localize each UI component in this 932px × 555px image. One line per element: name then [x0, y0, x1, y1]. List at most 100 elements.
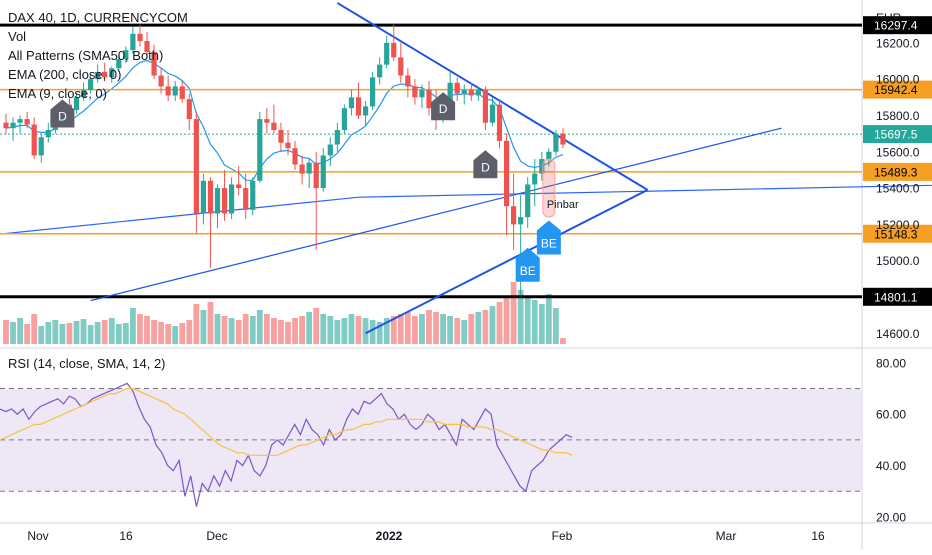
candle-body	[348, 97, 355, 109]
candle-body	[398, 57, 404, 76]
pattern-label: BE	[541, 237, 557, 251]
candle-body	[355, 97, 362, 116]
volume-bar	[24, 324, 31, 344]
volume-bar	[31, 314, 38, 344]
candle-body	[370, 77, 376, 107]
volume-bar	[369, 320, 376, 344]
volume-bar	[228, 318, 235, 344]
volume-bar	[66, 323, 73, 344]
candle-body	[243, 188, 249, 210]
indicator-volume[interactable]: Vol	[8, 29, 27, 44]
volume-bar	[348, 314, 355, 344]
candle-body	[144, 41, 150, 52]
volume-bar	[285, 322, 291, 344]
level-label-bg	[863, 287, 932, 306]
candle-body	[123, 50, 129, 60]
volume-bar	[271, 318, 277, 344]
time-tick: 2022	[376, 529, 403, 543]
indicator-ema200[interactable]: EMA (200, close, 0)	[8, 67, 122, 82]
level-label: 15489.3	[874, 165, 918, 179]
volume-bar	[73, 321, 80, 344]
candle-body	[454, 82, 460, 94]
candle-body	[503, 140, 510, 207]
time-tick: Mar	[716, 529, 737, 543]
candle-body	[447, 82, 453, 101]
candle-body	[73, 97, 80, 111]
volume-bar	[144, 316, 150, 344]
main-legend: DAX 40, 1D, CURRENCYCOM Vol All Patterns…	[8, 8, 188, 103]
price-tick: 15600.0	[876, 145, 920, 159]
candle-body	[560, 133, 566, 145]
candle-body	[426, 90, 432, 109]
level-label-bg	[863, 16, 932, 35]
candle-body	[511, 206, 517, 225]
volume-bar	[489, 306, 496, 344]
candle-body	[236, 184, 242, 189]
candle-body	[45, 129, 51, 138]
rsi-tick: 40.00	[876, 459, 906, 473]
rsi-line	[0, 382, 573, 507]
candle-body	[496, 104, 503, 141]
level-label-bg	[863, 162, 932, 181]
candle-body	[151, 51, 157, 76]
volume-bar	[390, 316, 397, 344]
candle-body	[299, 164, 305, 174]
candle-body	[17, 119, 23, 123]
rsi-tick: 20.00	[876, 510, 906, 524]
indicator-patterns[interactable]: All Patterns (SMA50, Both)	[8, 48, 164, 63]
candle-body	[532, 173, 538, 185]
price-tick: 15200.0	[876, 218, 920, 232]
time-tick: Nov	[27, 529, 48, 543]
candle-body	[88, 79, 94, 91]
volume-bar	[560, 338, 566, 344]
lower-trendline	[365, 188, 649, 335]
volume-bar	[334, 320, 341, 344]
candle-body	[313, 162, 319, 189]
candle-body	[327, 144, 333, 156]
rising-trendline	[90, 127, 782, 302]
candle-body	[3, 122, 9, 129]
level-label-bg	[863, 80, 932, 99]
pattern-label: BE	[520, 264, 536, 278]
volume-bar	[130, 308, 136, 344]
volume-bar	[426, 310, 432, 344]
candle-body	[214, 188, 221, 214]
volume-bar	[475, 312, 482, 344]
volume-bar	[510, 282, 517, 344]
volume-bar	[101, 320, 108, 344]
symbol-title[interactable]: DAX 40, 1D, CURRENCYCOM	[8, 10, 188, 25]
candle-body	[158, 75, 164, 87]
candle-body	[412, 86, 418, 98]
price-tick: 14600.0	[876, 327, 920, 341]
volume-bar	[52, 320, 59, 344]
volume-bar	[355, 316, 362, 344]
candle-body	[229, 184, 235, 214]
candle-body	[102, 71, 108, 78]
volume-bar	[158, 322, 164, 344]
volume-bar	[200, 310, 207, 344]
level-label-bg	[863, 125, 932, 144]
volume-bar	[468, 314, 475, 344]
volume-bar	[249, 316, 256, 344]
volume-bar	[327, 316, 334, 344]
candle-body	[193, 119, 199, 214]
level-label: 15942.4	[874, 83, 918, 97]
volume-bar	[59, 324, 66, 344]
candle-body	[172, 86, 178, 96]
volume-bar	[80, 319, 87, 344]
candle-body	[257, 119, 263, 181]
rsi-legend[interactable]: RSI (14, close, SMA, 14, 2)	[8, 356, 166, 371]
volume-bar	[531, 300, 538, 344]
volume-bar	[108, 318, 115, 344]
volume-bar	[517, 290, 524, 344]
candle-body	[10, 122, 16, 129]
volume-bar	[461, 320, 468, 344]
volume-bar	[193, 304, 200, 344]
rsi-tick: 60.00	[876, 408, 906, 422]
volume-bar	[299, 316, 305, 344]
volume-bar	[151, 320, 157, 344]
indicator-ema9[interactable]: EMA (9, close, 0)	[8, 86, 107, 101]
upper-trendline	[336, 2, 649, 191]
currency-label[interactable]: EUR	[876, 11, 902, 25]
